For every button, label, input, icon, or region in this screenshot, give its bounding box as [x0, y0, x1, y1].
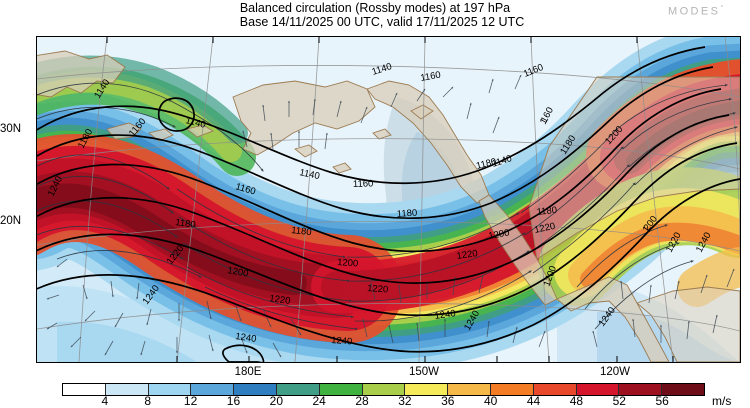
xtick-180e: 180E	[234, 366, 262, 378]
colorbar-tick-20: 20	[269, 394, 283, 408]
svg-text:1240: 1240	[434, 308, 456, 322]
svg-text:1220: 1220	[456, 248, 478, 262]
svg-text:1140: 1140	[298, 167, 320, 182]
xtick-120w: 120W	[599, 366, 631, 378]
map-plot-area: 1140 1140 1140 1140 1140 1160 1160 1160 …	[36, 36, 741, 363]
colorbar-band-10	[490, 384, 534, 395]
colorbar-band-13	[619, 384, 663, 395]
colorbar-band-5	[276, 384, 320, 395]
svg-text:1240: 1240	[331, 335, 353, 347]
colorbar-band-9	[448, 384, 491, 395]
svg-text:1140: 1140	[184, 115, 206, 131]
colorbar-tick-40: 40	[483, 394, 498, 408]
colorbar-tick-4: 4	[101, 394, 109, 408]
xtick-150w: 150W	[408, 366, 440, 378]
watermark-mark-icon: °	[720, 5, 724, 12]
svg-text:1220: 1220	[269, 293, 291, 307]
colorbar-band-3	[191, 384, 235, 395]
svg-text:1200: 1200	[337, 257, 359, 269]
colorbar-band-7	[362, 384, 406, 395]
colorbar-tick-56: 56	[655, 394, 669, 408]
colorbar-tick-36: 36	[441, 394, 455, 408]
colorbar-band-1	[105, 384, 149, 395]
colorbar-tick-8: 8	[144, 394, 152, 408]
colorbar-band-8	[405, 384, 449, 395]
svg-text:1220: 1220	[533, 221, 556, 236]
svg-text:1240: 1240	[235, 331, 257, 345]
colorbar-tick-24: 24	[312, 394, 326, 408]
colorbar-band-2	[148, 384, 192, 395]
colorbar-tick-12: 12	[183, 394, 198, 408]
ytick-30n: 30N	[0, 123, 22, 135]
svg-text:1200: 1200	[226, 265, 249, 280]
wind-speed-map: 1140 1140 1140 1140 1140 1160 1160 1160 …	[37, 37, 740, 362]
svg-text:1160: 1160	[234, 181, 257, 197]
wind-speed-colorbar	[62, 383, 705, 396]
chart-subtitle: Base 14/11/2025 00 UTC, valid 17/11/2025…	[239, 15, 525, 29]
chart-title-block: Balanced circulation (Rossby modes) at 1…	[0, 1, 750, 29]
svg-text:1160: 1160	[353, 178, 374, 190]
svg-text:1180: 1180	[175, 217, 197, 231]
colorbar-tick-48: 48	[569, 394, 584, 408]
svg-text:1180: 1180	[536, 205, 557, 218]
colorbar-tick-52: 52	[612, 394, 626, 408]
watermark-text: MODES	[668, 5, 721, 18]
svg-text:1180: 1180	[291, 225, 312, 238]
svg-text:1180: 1180	[475, 156, 497, 172]
svg-text:1160: 1160	[420, 70, 442, 84]
modes-watermark: MODES°	[668, 2, 723, 19]
colorbar-band-12	[576, 384, 620, 395]
ytick-20n: 20N	[0, 215, 22, 227]
colorbar-band-0	[63, 384, 106, 395]
colorbar-band-4	[234, 384, 277, 395]
colorbar-tick-32: 32	[398, 394, 412, 408]
colorbar-band-6	[319, 384, 363, 395]
svg-text:1180: 1180	[396, 208, 417, 220]
colorbar-tick-44: 44	[526, 394, 541, 408]
colorbar-units-label: m/s	[712, 394, 732, 408]
svg-text:1220: 1220	[367, 283, 389, 295]
svg-text:1200: 1200	[488, 227, 511, 242]
colorbar-band-14	[662, 384, 704, 395]
colorbar-tick-16: 16	[226, 394, 241, 408]
chart-title: Balanced circulation (Rossby modes) at 1…	[239, 1, 511, 15]
colorbar-band-11	[533, 384, 577, 395]
colorbar-tick-28: 28	[355, 394, 369, 408]
